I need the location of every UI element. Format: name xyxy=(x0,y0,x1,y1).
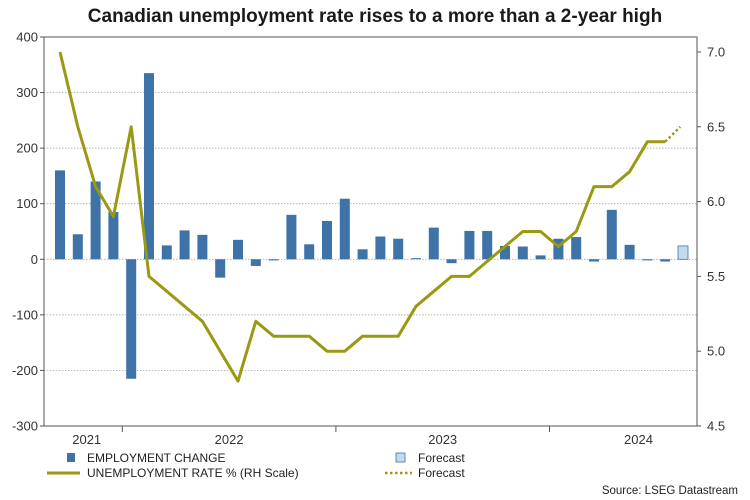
left-tick-label: -200 xyxy=(12,363,38,378)
employment-bar xyxy=(571,237,582,260)
employment-bar xyxy=(411,258,421,260)
employment-bar xyxy=(482,230,493,260)
left-tick-label: -300 xyxy=(12,419,38,434)
employment-bar xyxy=(215,259,226,278)
legend-swatch-forecast-bar xyxy=(395,452,406,463)
plot-frame xyxy=(43,36,698,427)
left-axis: 400 300 200 100 0 -100 -200 -300 xyxy=(12,30,44,434)
employment-bar xyxy=(126,259,137,379)
left-tick-label: -100 xyxy=(12,307,38,322)
employment-bar xyxy=(464,230,475,260)
year-label: 2023 xyxy=(428,432,457,447)
employment-bar xyxy=(233,239,243,260)
unemployment-forecast-line xyxy=(664,125,682,143)
employment-bar xyxy=(375,236,386,260)
employment-bar xyxy=(660,259,671,262)
chart-title: Canadian unemployment rate rises to a mo… xyxy=(88,6,662,27)
legend-swatch-employment xyxy=(67,453,75,462)
right-tick-label: 4.5 xyxy=(707,419,725,434)
employment-bar xyxy=(535,255,546,260)
employment-bar xyxy=(304,244,315,260)
employment-bar xyxy=(108,212,119,260)
employment-bar xyxy=(517,246,528,260)
legend: EMPLOYMENT CHANGE UNEMPLOYMENT RATE % (R… xyxy=(47,451,465,480)
legend-forecast-bar: Forecast xyxy=(418,451,465,465)
employment-bar xyxy=(90,181,101,260)
right-tick-label: 6.0 xyxy=(707,194,725,209)
year-dividers xyxy=(121,426,550,432)
right-axis: 7.0 6.5 6.0 5.5 5.0 4.5 xyxy=(697,44,725,434)
left-tick-label: 300 xyxy=(16,85,38,100)
employment-bar xyxy=(197,234,208,260)
employment-bar xyxy=(268,259,279,261)
employment-bar xyxy=(606,209,617,260)
forecast-bar xyxy=(677,245,689,260)
employment-bar xyxy=(322,220,332,260)
right-tick-label: 6.5 xyxy=(707,119,725,134)
left-tick-label: 100 xyxy=(16,196,38,211)
right-tick-label: 7.0 xyxy=(707,44,725,59)
gridlines xyxy=(44,92,697,371)
right-tick-label: 5.5 xyxy=(707,269,725,284)
employment-bar xyxy=(144,73,154,260)
year-label: 2021 xyxy=(72,432,101,447)
employment-bar xyxy=(357,249,368,260)
employment-bar xyxy=(446,259,457,264)
unemployment-rate-line xyxy=(58,51,666,383)
year-label: 2024 xyxy=(624,432,653,447)
employment-bar xyxy=(642,259,653,261)
legend-rate: UNEMPLOYMENT RATE % (RH Scale) xyxy=(87,466,299,480)
source-note: Source: LSEG Datastream xyxy=(602,485,738,497)
employment-bar xyxy=(286,214,297,260)
x-axis: 2021 2022 2023 2024 xyxy=(72,432,653,447)
employment-bar xyxy=(72,234,83,260)
left-tick-label: 200 xyxy=(16,141,38,156)
lines-group xyxy=(58,51,682,383)
employment-bar xyxy=(428,227,439,260)
right-tick-label: 5.0 xyxy=(707,344,725,359)
left-tick-label: 400 xyxy=(16,30,38,45)
employment-bar xyxy=(393,238,404,260)
employment-bar xyxy=(179,230,190,260)
employment-bar xyxy=(589,259,599,262)
employment-bar xyxy=(339,198,350,260)
year-label: 2022 xyxy=(215,432,244,447)
employment-bar xyxy=(161,245,172,260)
employment-bar xyxy=(500,245,510,260)
employment-bar xyxy=(553,238,564,260)
left-tick-label: 0 xyxy=(31,252,38,267)
employment-bar xyxy=(55,170,65,260)
employment-bar xyxy=(624,244,635,260)
employment-bar xyxy=(250,259,261,266)
legend-employment: EMPLOYMENT CHANGE xyxy=(87,451,225,465)
legend-forecast-line: Forecast xyxy=(418,466,465,480)
bars-group xyxy=(55,73,689,379)
